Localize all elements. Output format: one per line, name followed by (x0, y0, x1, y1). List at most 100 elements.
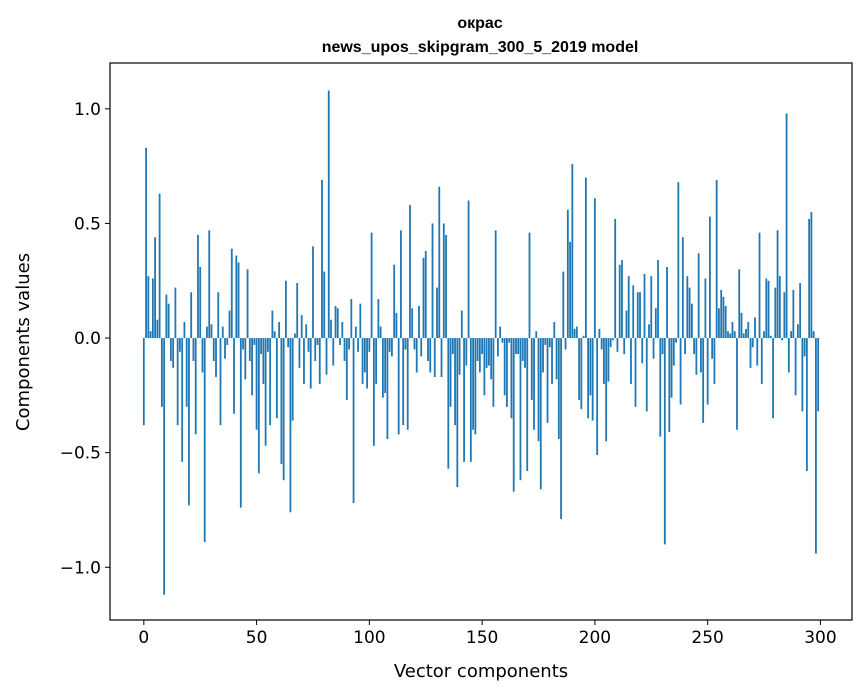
bar-160 (503, 338, 506, 396)
bar-55 (266, 338, 269, 352)
bar-119 (411, 308, 414, 339)
bar-252 (711, 338, 714, 359)
bar-175 (537, 338, 540, 442)
bar-12 (169, 338, 172, 361)
bar-170 (526, 338, 529, 472)
bar-77 (316, 338, 319, 345)
bar-100 (368, 338, 371, 352)
bar-99 (366, 338, 368, 389)
bar-5 (154, 237, 156, 339)
bar-97 (361, 338, 364, 384)
bar-63 (285, 280, 287, 339)
bar-34 (219, 338, 222, 426)
bar-123 (420, 338, 423, 357)
bar-166 (517, 338, 520, 355)
bar-133 (442, 223, 445, 339)
bar-291 (799, 283, 802, 339)
bar-107 (384, 338, 387, 394)
bar-272 (756, 338, 759, 366)
bar-210 (616, 338, 619, 352)
bar-21 (190, 292, 193, 339)
bar-276 (765, 278, 768, 339)
bar-83 (330, 319, 332, 339)
y-tick-label: 0.5 (74, 214, 101, 234)
bar-249 (704, 278, 707, 339)
x-tick-label: 300 (804, 628, 836, 648)
bar-194 (580, 338, 583, 410)
bar-78 (318, 338, 321, 384)
bar-163 (510, 338, 513, 419)
bar-212 (621, 260, 623, 339)
bar-9 (163, 338, 166, 595)
bar-120 (413, 338, 416, 350)
bar-104 (377, 299, 380, 339)
bar-203 (600, 338, 603, 350)
bar-184 (557, 338, 560, 439)
bar-224 (648, 324, 650, 339)
bar-48 (251, 338, 253, 396)
bar-217 (632, 285, 635, 339)
bar-45 (244, 338, 247, 380)
bars-group (142, 90, 820, 595)
x-tick-label: 150 (466, 628, 498, 648)
bar-52 (260, 338, 262, 355)
bar-255 (718, 308, 720, 339)
bar-214 (625, 310, 628, 339)
bar-36 (224, 338, 226, 359)
bar-192 (575, 326, 578, 339)
bar-264 (738, 269, 741, 339)
bar-74 (309, 338, 312, 389)
bar-141 (460, 310, 463, 339)
bar-42 (237, 262, 240, 339)
bar-143 (465, 338, 468, 366)
bar-67 (294, 333, 296, 339)
bar-38 (228, 310, 231, 339)
bar-281 (776, 230, 779, 339)
bar-101 (370, 232, 373, 339)
bar-187 (564, 338, 567, 350)
bar-279 (772, 338, 774, 419)
bar-230 (661, 338, 664, 355)
bar-62 (282, 338, 285, 481)
bar-260 (729, 333, 732, 339)
bar-227 (654, 308, 657, 339)
bar-17 (181, 338, 184, 462)
bar-3 (149, 331, 152, 339)
bar-50 (255, 338, 258, 430)
x-tick-label: 250 (691, 628, 723, 648)
bar-277 (767, 280, 770, 339)
bar-151 (483, 338, 486, 396)
bar-167 (519, 338, 522, 481)
bar-13 (172, 338, 175, 368)
bar-218 (634, 338, 637, 407)
bar-176 (539, 338, 542, 490)
bar-89 (343, 338, 346, 361)
bar-200 (593, 198, 596, 339)
bar-248 (702, 338, 705, 423)
bar-229 (659, 338, 662, 437)
bar-168 (521, 338, 524, 361)
bar-286 (787, 338, 790, 373)
bar-66 (291, 338, 294, 421)
bar-82 (327, 90, 330, 339)
bar-23 (194, 338, 197, 435)
bar-206 (607, 338, 610, 382)
bar-267 (745, 328, 747, 339)
bar-287 (790, 331, 792, 339)
bar-164 (512, 338, 515, 492)
bar-261 (731, 322, 734, 339)
y-tick-label: −0.5 (60, 444, 101, 464)
bar-244 (693, 338, 696, 355)
x-tick-label: 0 (138, 628, 149, 648)
bar-145 (469, 338, 472, 462)
bar-269 (749, 338, 752, 368)
bar-24 (197, 234, 199, 339)
bar-11 (167, 303, 170, 339)
bar-14 (174, 287, 177, 339)
bar-69 (298, 338, 301, 368)
bar-250 (706, 338, 709, 405)
bar-258 (724, 305, 727, 339)
bar-43 (239, 338, 242, 508)
bar-32 (215, 338, 217, 378)
